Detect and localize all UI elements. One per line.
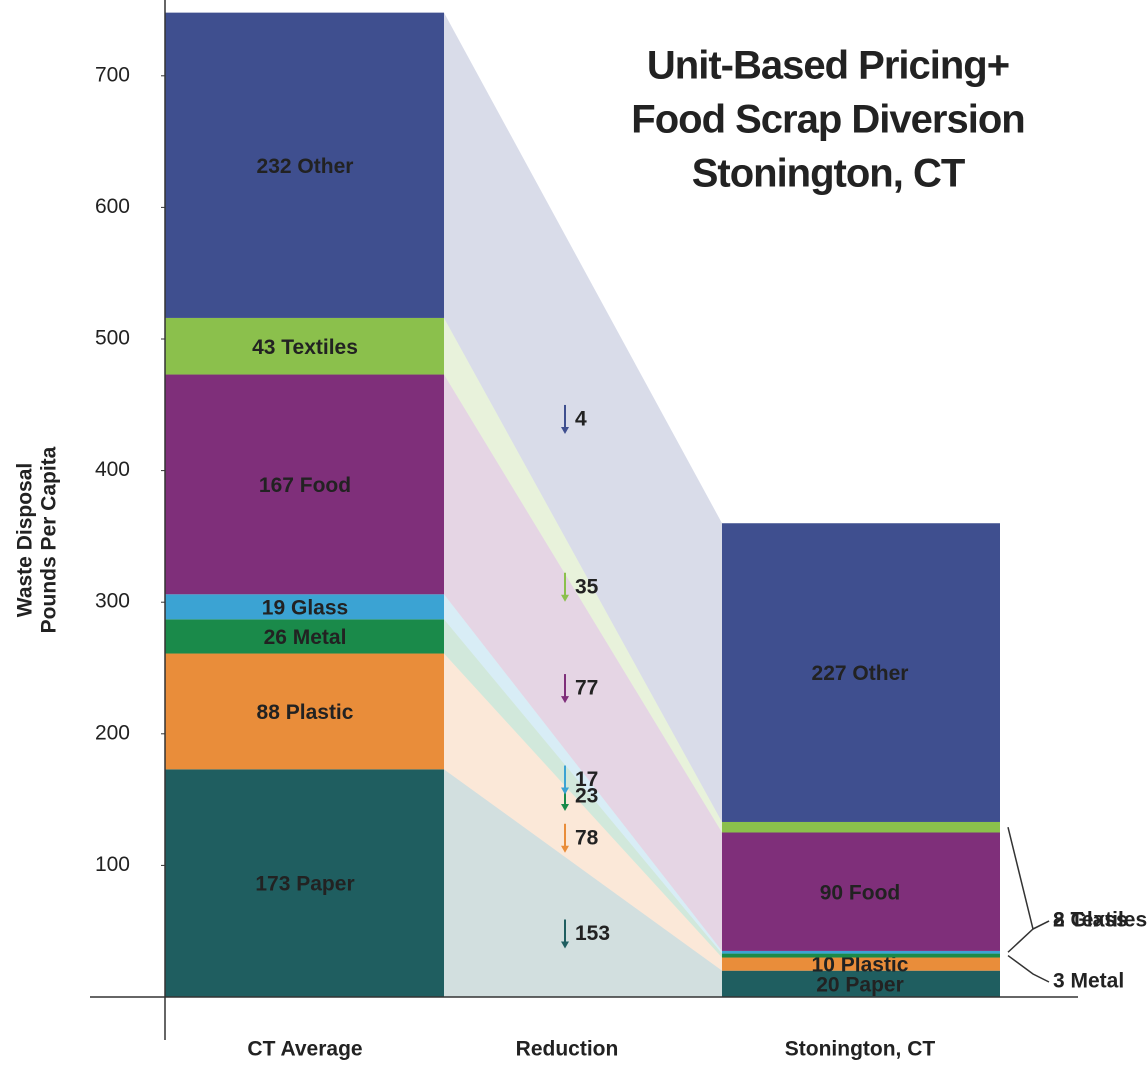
reduction-label: 4 xyxy=(575,407,587,430)
arrow-head xyxy=(561,696,569,704)
bar-segment xyxy=(722,957,1000,971)
segment-label: 20 Paper xyxy=(816,973,904,996)
outside-label: 3 Metal xyxy=(1053,970,1124,993)
segment-label: 88 Plastic xyxy=(257,701,354,724)
reduction-band xyxy=(444,619,722,958)
arrow-head xyxy=(561,594,569,602)
bar-segment xyxy=(722,950,1000,954)
bar-segment xyxy=(165,769,444,997)
y-tick-label: 400 xyxy=(95,458,130,481)
chart-title: Food Scrap Diversion xyxy=(631,98,1024,142)
segment-label: 90 Food xyxy=(820,881,901,904)
segment-label: 10 Plastic xyxy=(812,954,909,977)
y-tick-label: 700 xyxy=(95,63,130,86)
chart-title: Unit-Based Pricing+ xyxy=(647,44,1009,88)
segment-label: 232 Other xyxy=(257,155,354,178)
bar-segment xyxy=(722,821,1000,833)
y-tick-label: 500 xyxy=(95,327,130,350)
outside-label: 2 Glass xyxy=(1053,909,1128,932)
reduction-label: 35 xyxy=(575,575,599,598)
reduction-label: 77 xyxy=(575,677,598,700)
bar-segment xyxy=(165,317,444,375)
arrow-head xyxy=(561,941,569,949)
segment-label: 227 Other xyxy=(812,662,909,685)
segment-label: 26 Metal xyxy=(264,626,347,649)
reduction-band xyxy=(444,12,722,822)
reduction-label: 78 xyxy=(575,826,599,849)
chart-title: Stonington, CT xyxy=(692,152,965,196)
y-tick-label: 600 xyxy=(95,195,130,218)
reduction-arrow xyxy=(561,823,569,853)
bar-segment xyxy=(165,653,444,770)
reduction-band xyxy=(444,594,722,954)
reduction-label: 153 xyxy=(575,922,610,945)
bar-segment xyxy=(165,12,444,318)
arrow-head xyxy=(561,803,569,811)
y-axis-title: Waste Disposal Pounds Per Capita xyxy=(14,446,61,633)
bar-segment xyxy=(722,523,1000,822)
reduction-band xyxy=(444,317,722,833)
y-tick-label: 200 xyxy=(95,721,130,744)
reduction-band xyxy=(444,374,722,951)
arrow-head xyxy=(561,426,569,434)
segment-label: 167 Food xyxy=(259,474,351,497)
segment-label: 43 Textiles xyxy=(252,336,358,359)
leader-line xyxy=(1007,827,1050,931)
reduction-label: 23 xyxy=(575,785,598,808)
y-tick-label: 100 xyxy=(95,853,130,876)
reduction-arrow xyxy=(561,674,569,704)
bar-segment xyxy=(165,374,444,595)
bar-segment xyxy=(722,953,1000,958)
segment-label: 173 Paper xyxy=(255,873,354,896)
bar-segment xyxy=(722,832,1000,951)
segment-label: 19 Glass xyxy=(262,596,348,619)
outside-label: 8 Textiles xyxy=(1053,909,1147,932)
leader-line xyxy=(1007,920,1050,953)
reduction-arrow xyxy=(561,919,569,949)
reduction-label: 17 xyxy=(575,768,598,791)
arrow-head xyxy=(561,787,569,795)
bar-segment xyxy=(165,594,444,620)
y-axis-title-line: Pounds Per Capita xyxy=(38,446,61,633)
reduction-band xyxy=(444,653,722,971)
reduction-arrow xyxy=(561,765,569,795)
x-tick-label: CT Average xyxy=(247,1038,362,1061)
reduction-arrow xyxy=(561,404,569,434)
y-axis-title-line: Waste Disposal xyxy=(14,463,37,617)
x-tick-label: Reduction xyxy=(516,1038,619,1061)
reduction-arrow xyxy=(561,572,569,602)
bar-segment xyxy=(722,970,1000,997)
x-tick-label: Stonington, CT xyxy=(785,1038,936,1061)
reduction-band xyxy=(444,769,722,997)
bar-segment xyxy=(165,619,444,654)
arrow-head xyxy=(561,845,569,853)
leader-line xyxy=(1007,954,1050,983)
y-tick-label: 300 xyxy=(95,590,130,613)
